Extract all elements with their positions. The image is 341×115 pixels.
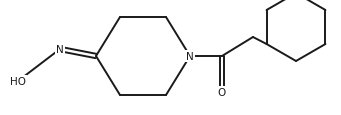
Text: HO: HO	[10, 76, 26, 86]
Text: O: O	[218, 87, 226, 97]
Text: N: N	[56, 45, 64, 55]
Text: N: N	[186, 52, 194, 61]
